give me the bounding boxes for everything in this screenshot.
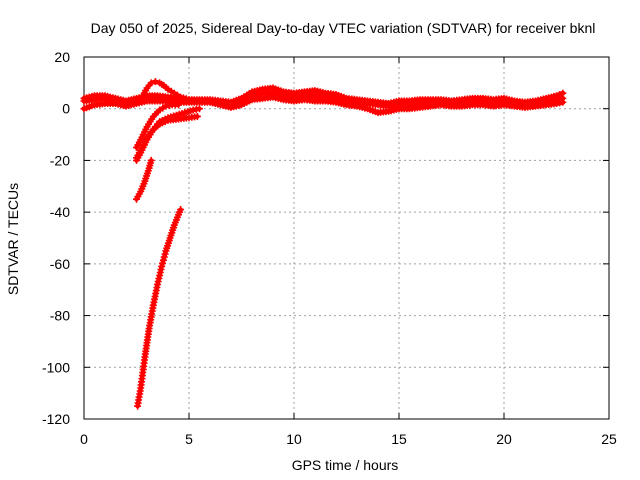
series-band-upper xyxy=(80,84,567,107)
grid-lines xyxy=(84,57,609,419)
y-tick-label: -120 xyxy=(42,411,70,427)
data-point-marker xyxy=(556,91,564,98)
x-tick-label: 0 xyxy=(80,431,88,447)
series-arc-1 xyxy=(133,101,182,151)
data-point-marker xyxy=(175,101,182,109)
data-point-marker xyxy=(151,78,159,86)
series-trace xyxy=(135,207,183,409)
x-tick-label: 15 xyxy=(391,431,407,447)
plot-frame xyxy=(83,56,610,420)
data-point-marker xyxy=(147,79,155,87)
y-tick-label: 20 xyxy=(54,49,70,65)
y-tick-label: -20 xyxy=(50,152,70,168)
x-tick-label: 10 xyxy=(286,431,302,447)
x-tick-label: 20 xyxy=(496,431,512,447)
series-band-lower xyxy=(80,93,567,117)
x-axis-label: GPS time / hours xyxy=(292,457,399,473)
y-tick-label: -40 xyxy=(50,204,70,220)
series-steep-2 xyxy=(134,206,185,410)
data-point-marker xyxy=(191,97,199,105)
data-series xyxy=(80,78,567,410)
x-tick-label: 25 xyxy=(601,431,617,447)
x-tick-label: 5 xyxy=(185,431,193,447)
y-tick-label: 0 xyxy=(62,101,70,117)
axis-ticks: 0 5 10 15 20 25 -120 -100 -80 -60 -40 -20 0 20 xyxy=(42,49,617,447)
data-point-marker xyxy=(559,98,567,106)
y-tick-label: -100 xyxy=(42,359,70,375)
y-tick-label: -80 xyxy=(50,308,70,324)
data-point-marker xyxy=(147,156,155,164)
data-point-marker xyxy=(196,105,203,113)
series-arc-upper xyxy=(135,78,199,106)
chart-title: Day 050 of 2025, Sidereal Day-to-day VTE… xyxy=(91,20,596,36)
series-arc-3 xyxy=(133,112,201,162)
data-point-marker xyxy=(559,89,567,97)
data-point-marker xyxy=(177,206,185,214)
y-axis-label: SDTVAR / TECUs xyxy=(5,183,21,295)
data-point-marker xyxy=(193,112,201,120)
y-tick-label: -60 xyxy=(50,256,70,272)
series-steep-1 xyxy=(133,156,155,203)
